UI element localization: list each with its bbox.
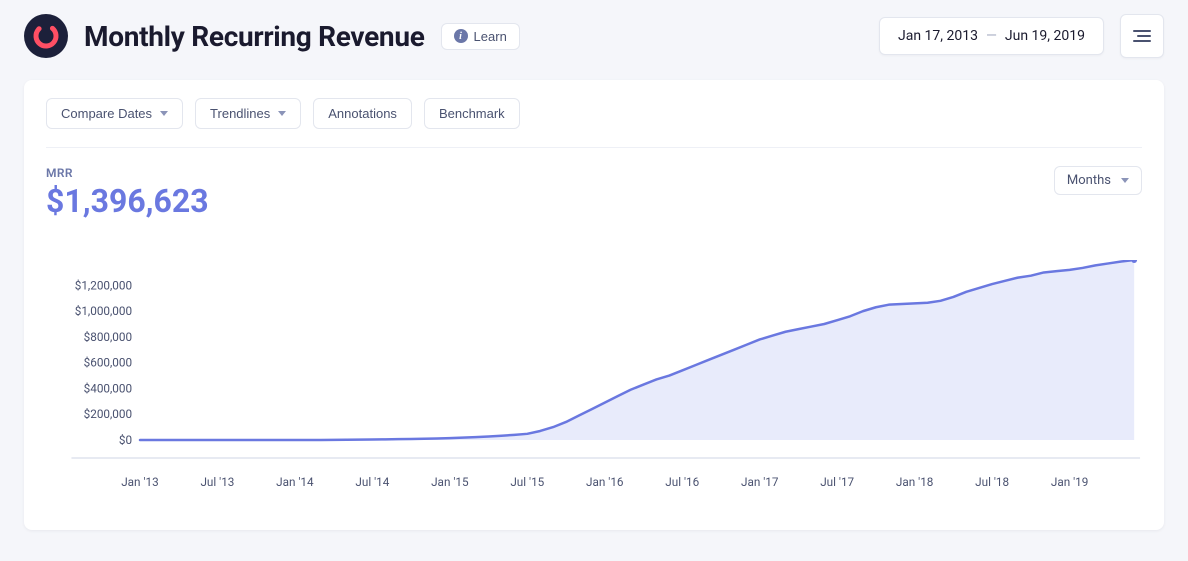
metric-label: MRR	[46, 166, 209, 180]
x-tick-label: Jan '19	[1051, 475, 1088, 489]
y-tick-label: $600,000	[84, 356, 132, 370]
trendlines-button[interactable]: Trendlines	[195, 98, 301, 129]
x-tick-label: Jan '18	[896, 475, 934, 489]
date-range-picker[interactable]: Jan 17, 2013 — Jun 19, 2019	[879, 17, 1104, 55]
settings-menu-button[interactable]	[1120, 14, 1164, 58]
x-tick-label: Jan '14	[276, 475, 314, 489]
y-tick-label: $200,000	[84, 407, 132, 421]
x-tick-label: Jul '15	[510, 475, 544, 489]
benchmark-label: Benchmark	[439, 106, 505, 121]
annotations-button[interactable]: Annotations	[313, 98, 412, 129]
metric-row: MRR $1,396,623 Months	[46, 148, 1142, 220]
x-tick-label: Jul '18	[975, 475, 1009, 489]
trendlines-label: Trendlines	[210, 106, 270, 121]
date-from: Jan 17, 2013	[898, 28, 978, 44]
learn-button[interactable]: i Learn	[441, 23, 520, 50]
topbar: Monthly Recurring Revenue i Learn Jan 17…	[0, 0, 1188, 80]
x-tick-label: Jul '13	[200, 475, 234, 489]
chevron-down-icon	[1121, 178, 1129, 183]
metric-value: $1,396,623	[46, 182, 209, 220]
compare-dates-button[interactable]: Compare Dates	[46, 98, 183, 129]
chart-card: Compare Dates Trendlines Annotations Ben…	[24, 80, 1164, 530]
y-tick-label: $0	[119, 433, 132, 447]
x-tick-label: Jul '14	[355, 475, 389, 489]
page-title: Monthly Recurring Revenue	[84, 20, 425, 53]
compare-label: Compare Dates	[61, 106, 152, 121]
app-logo	[24, 14, 68, 58]
annotations-label: Annotations	[328, 106, 397, 121]
menu-icon	[1132, 29, 1152, 43]
chevron-down-icon	[278, 111, 286, 116]
y-tick-label: $1,200,000	[75, 278, 132, 292]
granularity-label: Months	[1067, 173, 1111, 188]
x-tick-label: Jul '16	[665, 475, 699, 489]
info-icon: i	[454, 29, 468, 43]
x-tick-label: Jan '16	[586, 475, 624, 489]
x-tick-label: Jan '15	[431, 475, 469, 489]
mrr-chart: $0 $200,000 $400,000 $600,000 $800,000 $1,000…	[46, 260, 1142, 520]
logo-icon	[32, 22, 60, 50]
learn-label: Learn	[474, 29, 507, 44]
chart-svg: $0 $200,000 $400,000 $600,000 $800,000 $1,000…	[46, 260, 1142, 520]
date-dash: —	[986, 28, 997, 44]
granularity-select[interactable]: Months	[1054, 166, 1142, 195]
chevron-down-icon	[160, 111, 168, 116]
y-tick-label: $800,000	[84, 330, 132, 344]
benchmark-button[interactable]: Benchmark	[424, 98, 520, 129]
y-tick-label: $1,000,000	[75, 304, 132, 318]
chart-toolbar: Compare Dates Trendlines Annotations Ben…	[46, 98, 1142, 148]
x-tick-label: Jan '13	[121, 475, 158, 489]
y-tick-label: $400,000	[84, 381, 132, 395]
x-tick-label: Jul '17	[820, 475, 854, 489]
date-to: Jun 19, 2019	[1005, 28, 1085, 44]
x-tick-label: Jan '17	[741, 475, 779, 489]
